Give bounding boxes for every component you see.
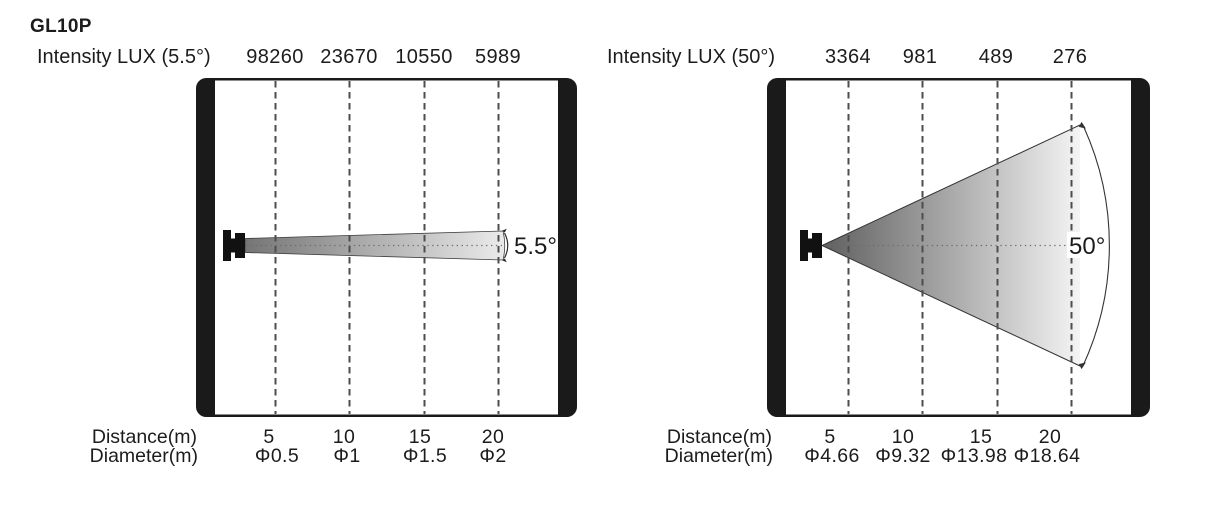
beam-angle-label: 5.5°: [514, 233, 557, 260]
diameter-tick: Φ4.66: [804, 445, 860, 467]
intensity-value: 10550: [395, 46, 453, 68]
distance-tick: 10: [891, 426, 915, 448]
diameter-tick: Φ1: [333, 445, 361, 467]
grid-lines: [274, 81, 500, 414]
frame-left-bar: [768, 79, 786, 416]
distance-axis-label: Distance(m): [666, 426, 772, 448]
wide-beam-chart: 50°: [767, 78, 1150, 417]
distance-tick: 20: [1038, 426, 1062, 448]
diameter-tick: Φ0.5: [254, 445, 300, 467]
intensity-value: 489: [978, 46, 1014, 68]
diameter-tick: Φ2: [479, 445, 507, 467]
intensity-axis-label: Intensity LUX (50°): [607, 46, 776, 68]
frame-right-bar: [558, 79, 576, 416]
diameter-tick: Φ13.98: [940, 445, 1008, 467]
diameter-tick: Φ18.64: [1013, 445, 1081, 467]
intensity-axis-label: Intensity LUX (5.5°): [37, 46, 211, 68]
diameter-axis-label: Diameter(m): [664, 445, 773, 467]
intensity-value: 276: [1052, 46, 1088, 68]
narrow-beam-chart: 5.5°: [196, 78, 577, 417]
diameter-axis-label: Diameter(m): [89, 445, 198, 467]
frame-right-bar: [1131, 79, 1149, 416]
beam-angle-label: 50°: [1069, 233, 1105, 260]
arc-arrow-icon: [502, 258, 507, 263]
fixture-icon: [800, 230, 822, 261]
intensity-value: 23670: [320, 46, 378, 68]
frame-left-bar: [197, 79, 215, 416]
distance-axis-label: Distance(m): [91, 426, 197, 448]
intensity-value: 3364: [824, 46, 872, 68]
distance-tick: 15: [969, 426, 993, 448]
intensity-value: 5989: [474, 46, 522, 68]
distance-tick: 20: [481, 426, 505, 448]
distance-tick: 5: [824, 426, 836, 448]
distance-tick: 15: [408, 426, 432, 448]
arc-arrow-icon: [1078, 362, 1086, 370]
label-backdrop: [1067, 232, 1108, 258]
diameter-tick: Φ9.32: [875, 445, 931, 467]
beam-angle-arc: [1082, 124, 1110, 367]
fixture-icon: [223, 230, 245, 261]
diameter-tick: Φ1.5: [402, 445, 448, 467]
page-title: GL10P: [30, 16, 92, 37]
beam-cone: [244, 230, 506, 261]
distance-tick: 5: [263, 426, 275, 448]
intensity-value: 981: [902, 46, 938, 68]
beam-cone: [822, 125, 1080, 366]
beam-angle-arc: [503, 232, 509, 259]
distance-tick: 10: [332, 426, 356, 448]
intensity-value: 98260: [246, 46, 304, 68]
arc-arrow-icon: [502, 228, 507, 233]
arc-arrow-icon: [1078, 121, 1086, 129]
